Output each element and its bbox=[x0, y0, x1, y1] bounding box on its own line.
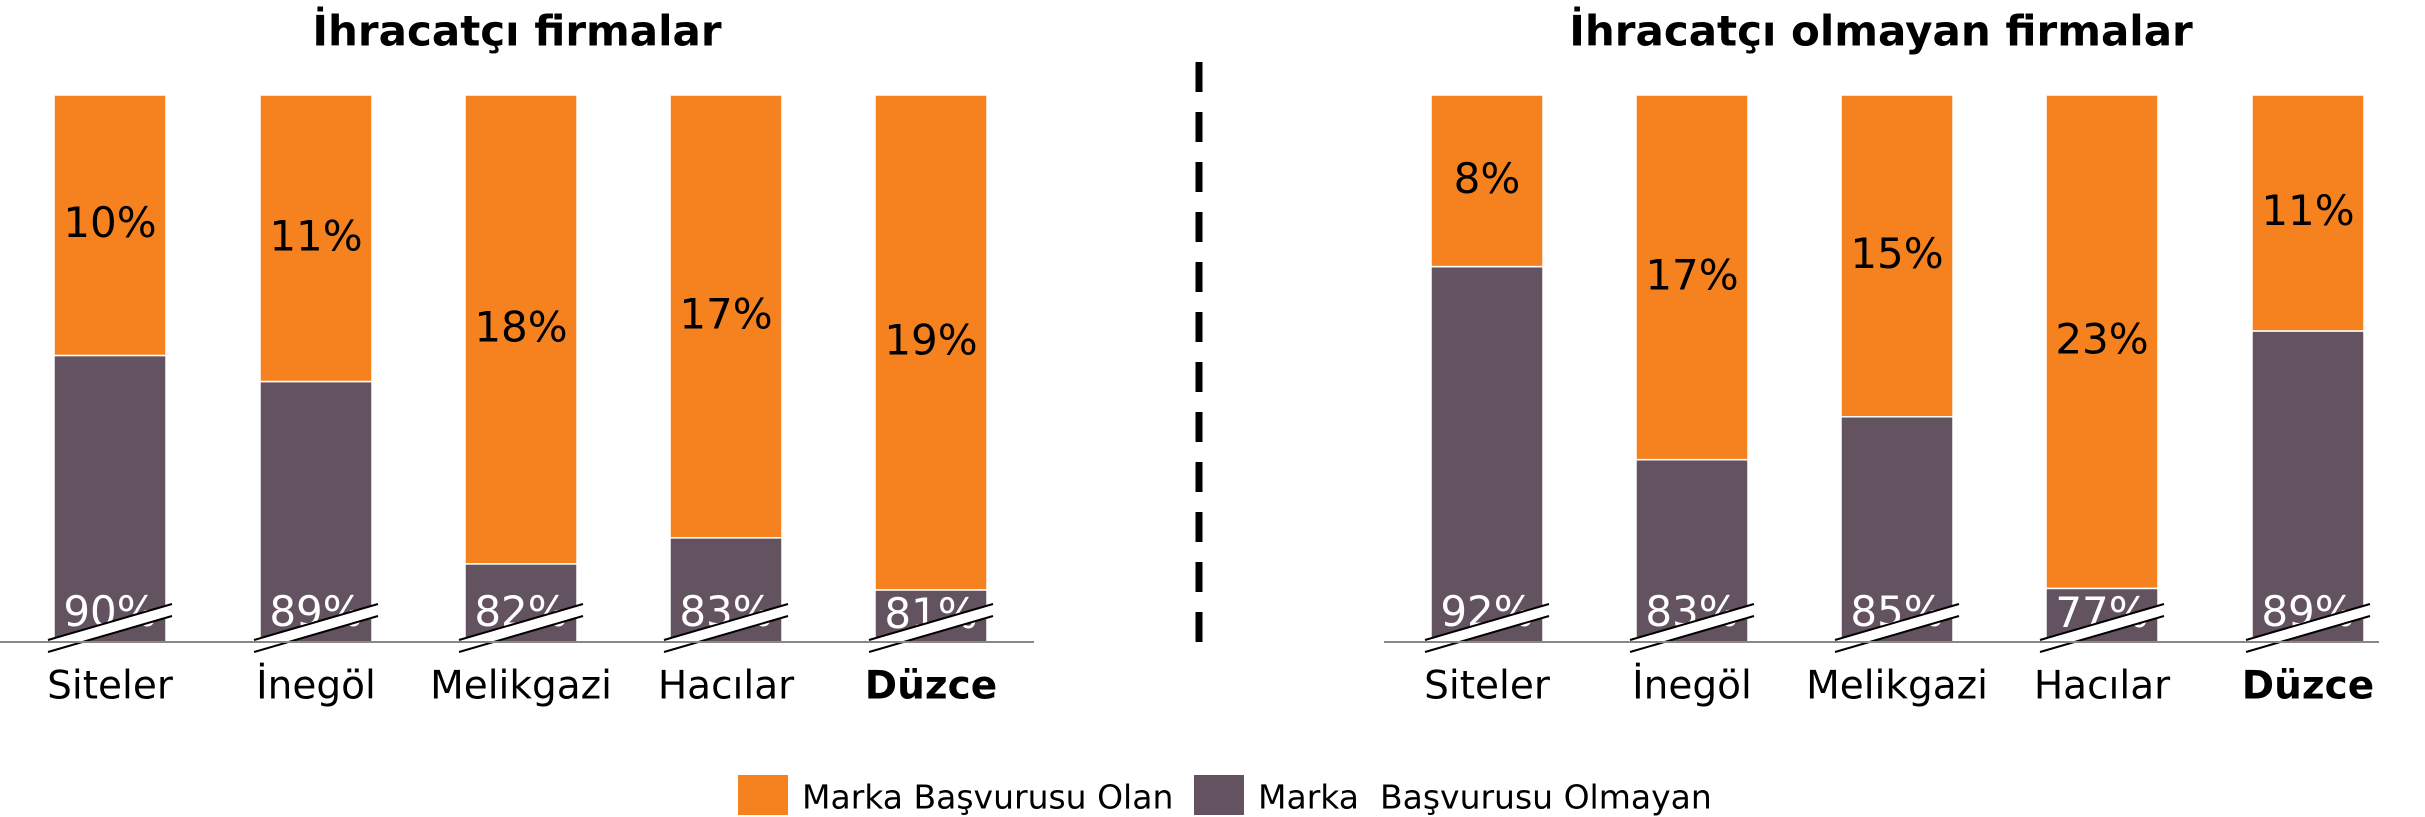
value-number: 11 bbox=[2261, 185, 2314, 234]
legend-swatch bbox=[1194, 775, 1244, 815]
x-tick-label: Siteler bbox=[47, 664, 174, 709]
axis-break-line bbox=[47, 603, 173, 641]
value-label: 10% bbox=[63, 198, 156, 247]
unit: % bbox=[323, 211, 363, 260]
axis-break-line bbox=[458, 603, 584, 641]
value-label: 11% bbox=[2261, 185, 2354, 234]
value-label: 11% bbox=[269, 211, 362, 260]
axis-break-line bbox=[1629, 603, 1755, 641]
value-label: 8% bbox=[1454, 153, 1521, 202]
bar-segment bbox=[1430, 265, 1544, 643]
x-tick-label: Hacılar bbox=[2034, 664, 2171, 709]
axis-break bbox=[2040, 604, 2164, 652]
bar-segment bbox=[1430, 94, 1544, 268]
unit: % bbox=[1904, 228, 1944, 277]
bar-segment bbox=[2251, 330, 2365, 643]
axis-break bbox=[664, 604, 788, 652]
legend-swatch bbox=[738, 775, 788, 815]
axis-break-line bbox=[2245, 615, 2371, 653]
value-label: 15% bbox=[1850, 228, 1943, 277]
unit: % bbox=[1480, 153, 1520, 202]
x-tick-label: İnegöl bbox=[256, 663, 376, 709]
axis-break-line bbox=[1834, 603, 1960, 641]
axis-break-line bbox=[458, 615, 584, 653]
x-tick-label: Siteler bbox=[1424, 664, 1551, 709]
axis-break-line bbox=[1424, 603, 1550, 641]
axis-break bbox=[1630, 604, 1754, 652]
axis-break bbox=[459, 604, 583, 652]
bar-segment bbox=[53, 94, 167, 357]
axis-break-line bbox=[663, 615, 789, 653]
bar-segment bbox=[1840, 94, 1954, 418]
axis-break bbox=[1835, 604, 1959, 652]
axis-break-line bbox=[47, 615, 173, 653]
axis-break-line bbox=[2039, 603, 2165, 641]
x-tick-label: Melikgazi bbox=[430, 664, 612, 709]
axis-break-line bbox=[663, 603, 789, 641]
axis-break bbox=[254, 604, 378, 652]
x-tick-label: İnegöl bbox=[1632, 663, 1752, 709]
bar-segment bbox=[53, 354, 167, 643]
bar-segment bbox=[259, 94, 373, 383]
axis-break-line bbox=[868, 615, 994, 653]
value-label: 19% bbox=[884, 315, 977, 364]
bar-segment bbox=[464, 94, 578, 565]
axis-break-line bbox=[253, 615, 379, 653]
axis-break-line bbox=[2039, 615, 2165, 653]
value-label: 17% bbox=[679, 289, 772, 338]
bar-segment bbox=[1635, 94, 1749, 461]
axis-break-line bbox=[1834, 615, 1960, 653]
unit: % bbox=[938, 315, 978, 364]
axis-break bbox=[2246, 604, 2370, 652]
axis-break-line bbox=[2245, 603, 2371, 641]
legend-label: Marka Başvurusu Olan bbox=[802, 778, 1173, 817]
axis-break-line bbox=[1424, 615, 1550, 653]
unit: % bbox=[117, 198, 157, 247]
x-tick-label: Düzce bbox=[2242, 664, 2374, 709]
value-number: 23 bbox=[2055, 314, 2108, 363]
chart-title: İhracatçı firmalar bbox=[312, 6, 722, 56]
value-number: 19 bbox=[884, 315, 937, 364]
value-label: 17% bbox=[1645, 250, 1738, 299]
bar-segment bbox=[874, 94, 988, 591]
legend-label: Marka Başvurusu Olmayan bbox=[1258, 778, 1712, 817]
axis-break-line bbox=[868, 603, 994, 641]
unit: % bbox=[528, 302, 568, 351]
value-number: 17 bbox=[1645, 250, 1698, 299]
unit: % bbox=[2109, 314, 2149, 363]
x-tick-label: Melikgazi bbox=[1806, 664, 1988, 709]
value-number: 17 bbox=[679, 289, 732, 338]
axis-break-line bbox=[1629, 615, 1755, 653]
bar-segment bbox=[1840, 416, 1954, 643]
value-number: 15 bbox=[1850, 228, 1903, 277]
unit: % bbox=[2315, 185, 2355, 234]
value-label: 23% bbox=[2055, 314, 2148, 363]
value-number: 18 bbox=[474, 302, 527, 351]
bar-segment bbox=[2251, 94, 2365, 332]
unit: % bbox=[733, 289, 773, 338]
value-number: 11 bbox=[269, 211, 322, 260]
unit: % bbox=[1699, 250, 1739, 299]
bar-segment bbox=[669, 94, 783, 539]
bar-segment bbox=[2045, 94, 2159, 590]
x-tick-label: Hacılar bbox=[658, 664, 795, 709]
chart-title: İhracatçı olmayan firmalar bbox=[1569, 6, 2193, 56]
value-label: 18% bbox=[474, 302, 567, 351]
axis-break bbox=[48, 604, 172, 652]
axis-break bbox=[869, 604, 993, 652]
axis-break bbox=[1425, 604, 1549, 652]
x-tick-label: Düzce bbox=[865, 664, 997, 709]
value-number: 8 bbox=[1454, 153, 1481, 202]
axis-break-line bbox=[253, 603, 379, 641]
value-number: 10 bbox=[63, 198, 116, 247]
